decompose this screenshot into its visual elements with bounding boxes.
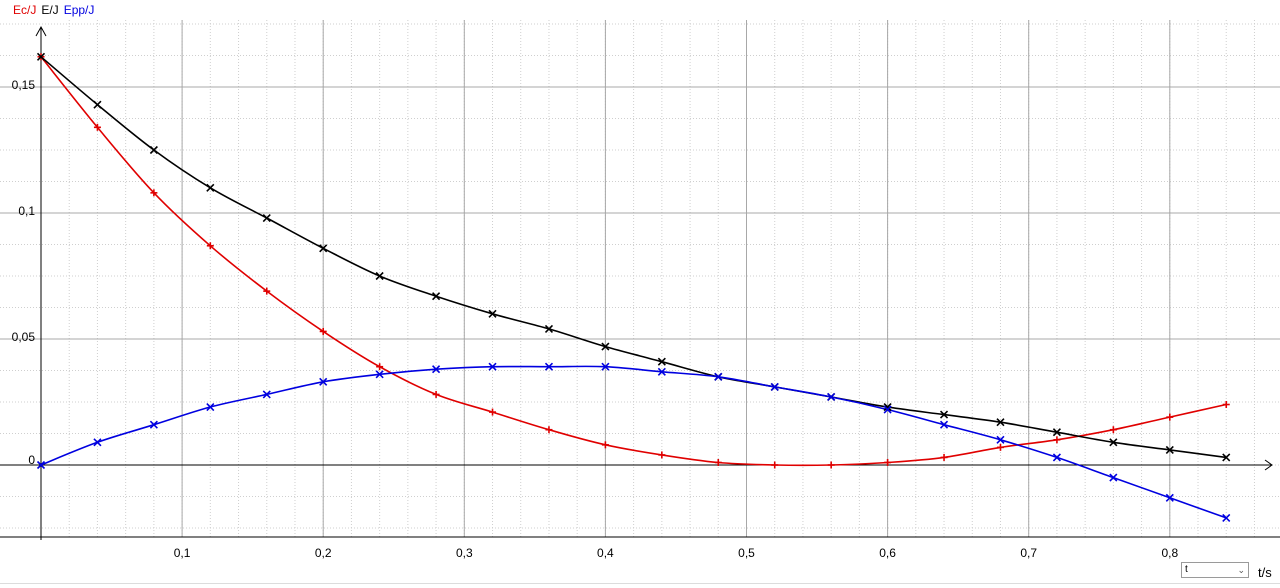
data-point-ec (1053, 436, 1061, 444)
data-point-epp (1222, 513, 1231, 522)
data-point-epp (1165, 493, 1174, 502)
data-point-epp (1109, 473, 1118, 482)
variable-select-value: t (1185, 564, 1188, 575)
data-point-e (1165, 445, 1174, 454)
y-axis-arrow-icon (35, 25, 47, 37)
x-tick-label: 0,3 (456, 546, 473, 560)
data-point-ec (827, 461, 835, 469)
data-point-epp (996, 435, 1005, 444)
data-point-epp (93, 438, 102, 447)
data-point-e (488, 309, 497, 318)
data-point-e (657, 357, 666, 366)
legend-epp: Epp/J (63, 3, 95, 17)
data-point-epp (319, 377, 328, 386)
x-tick-label: 0,7 (1020, 546, 1037, 560)
x-tick-label: 0,4 (597, 546, 614, 560)
y-tick-label: 0 (28, 453, 35, 467)
x-tick-label: 0,5 (738, 546, 755, 560)
legend: Ec/J E/J Epp/J (13, 3, 99, 17)
data-point-epp (149, 420, 158, 429)
y-tick-label: 0,05 (12, 330, 36, 344)
x-tick-label: 0,8 (1161, 546, 1178, 560)
series-markers (36, 52, 1231, 522)
data-point-ec (319, 327, 327, 335)
data-point-epp (262, 390, 271, 399)
data-point-e (939, 410, 949, 419)
data-point-epp (939, 420, 949, 429)
x-tick-label: 0,1 (174, 546, 191, 560)
data-point-epp (432, 365, 441, 374)
axes (0, 25, 1280, 540)
legend-ec: Ec/J (13, 3, 37, 17)
data-point-ec (432, 390, 440, 398)
data-point-ec (884, 458, 892, 466)
x-tick-label: 0,2 (315, 546, 332, 560)
data-point-epp (827, 392, 836, 402)
data-point-ec (658, 451, 666, 459)
data-point-e (36, 52, 46, 61)
data-point-ec (376, 363, 384, 371)
series-line-epp (40, 365, 1227, 519)
data-point-e (1052, 428, 1061, 437)
major-grid (0, 20, 1280, 537)
tick-labels: 0,1 0,2 0,3 0,4 0,5 0,6 0,7 0,8 0 0,05 0,1 0,15 (12, 78, 1179, 560)
data-point-e (544, 324, 554, 333)
data-point-epp (714, 372, 723, 381)
data-point-ec (1109, 426, 1117, 434)
data-point-ec (714, 458, 722, 466)
data-point-ec (489, 408, 497, 416)
data-point-ec (545, 426, 553, 434)
data-point-e (262, 213, 271, 223)
variable-select[interactable]: t ⌄ (1181, 562, 1249, 578)
data-point-epp (657, 367, 666, 376)
y-tick-label: 0,1 (18, 204, 35, 218)
data-point-ec (1166, 413, 1174, 421)
data-point-e (319, 244, 328, 253)
x-axis-label: t/s (1258, 565, 1272, 580)
data-point-ec (771, 461, 779, 469)
data-point-epp (544, 362, 554, 371)
x-axis-arrow-icon (1264, 459, 1273, 471)
data-point-ec (940, 453, 948, 461)
data-point-ec (206, 242, 214, 250)
data-point-e (93, 100, 102, 109)
data-point-e (996, 418, 1005, 427)
series-line-e (40, 56, 1227, 459)
bottom-separator (0, 583, 1280, 584)
data-point-ec (150, 189, 158, 197)
data-point-e (601, 342, 610, 351)
legend-e: E/J (41, 3, 59, 17)
data-point-e (883, 402, 892, 412)
data-point-e (149, 145, 158, 155)
data-point-e (375, 271, 384, 281)
data-point-e (432, 292, 441, 301)
y-tick-label: 0,15 (12, 78, 36, 92)
data-point-e (1109, 438, 1118, 447)
data-point-epp (375, 370, 384, 379)
data-point-ec (601, 441, 609, 449)
x-tick-label: 0,6 (879, 546, 896, 560)
data-point-epp (883, 405, 892, 414)
data-point-epp (206, 402, 215, 412)
minor-grid (0, 20, 1280, 537)
data-point-epp (1052, 453, 1061, 462)
data-point-epp (488, 362, 497, 371)
data-point-ec (93, 123, 101, 131)
data-point-ec (263, 287, 271, 295)
data-point-epp (36, 460, 46, 470)
data-point-ec (996, 443, 1004, 451)
data-point-e (206, 183, 215, 192)
data-point-epp (601, 362, 610, 371)
data-point-ec (1222, 401, 1230, 409)
data-point-epp (770, 382, 779, 391)
chevron-down-icon: ⌄ (1237, 565, 1245, 575)
data-point-e (1222, 453, 1231, 462)
